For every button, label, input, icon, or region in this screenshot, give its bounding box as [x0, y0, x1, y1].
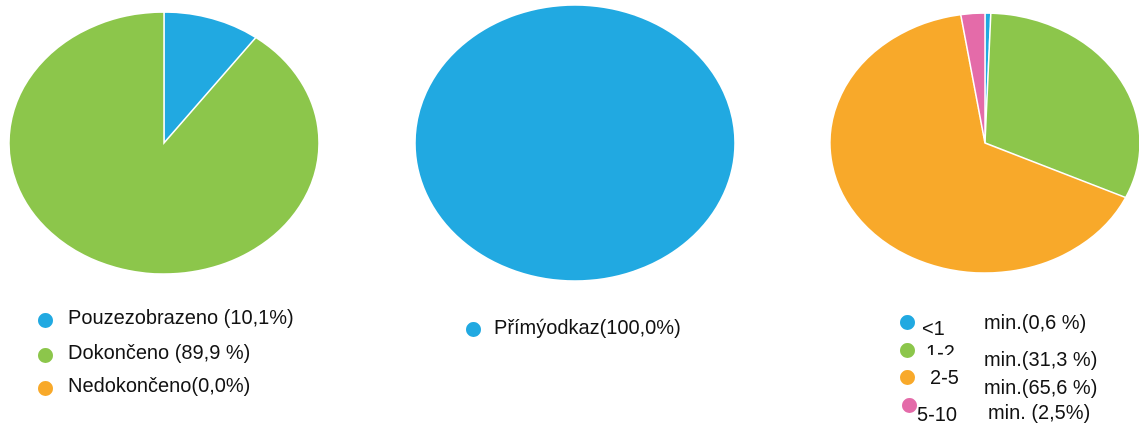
legend-label: 1-2 — [926, 342, 955, 364]
slice-direct-link — [414, 4, 736, 282]
legend-label: Dokončeno (89,9 %) — [68, 342, 251, 364]
legend-swatch — [38, 381, 53, 396]
legend-suffix: min.(0,6 %) — [984, 312, 1087, 334]
legend-label: 5-10 — [917, 404, 958, 426]
legend-label: <1 — [922, 318, 945, 340]
legend-label: Přímýodkaz(100,0%) — [494, 317, 681, 339]
legend-label: Nedokončeno(0,0%) — [68, 375, 251, 397]
legend-swatch — [466, 322, 481, 337]
legend-swatch — [900, 315, 915, 330]
slice-viewed — [163, 11, 258, 146]
legend-swatch — [900, 343, 915, 358]
legend-label: Pouzezobrazeno (10,1%) — [68, 307, 294, 329]
legend-suffix: min. (2,5%) — [988, 402, 1091, 424]
slice-2-5-min — [829, 13, 1127, 274]
slice-5-10-min — [959, 12, 986, 144]
legend-suffix: min.(65,6 %) — [984, 377, 1098, 399]
legend-swatch — [902, 398, 917, 413]
legend-suffix: min.(31,3 %) — [984, 349, 1098, 371]
slice-1-2-min — [984, 12, 1139, 199]
legend-swatch — [38, 313, 53, 328]
legend-label: 2-5 — [930, 367, 959, 389]
legend-swatch — [38, 348, 53, 363]
slice-completed — [8, 11, 320, 275]
legend-swatch — [900, 370, 915, 385]
